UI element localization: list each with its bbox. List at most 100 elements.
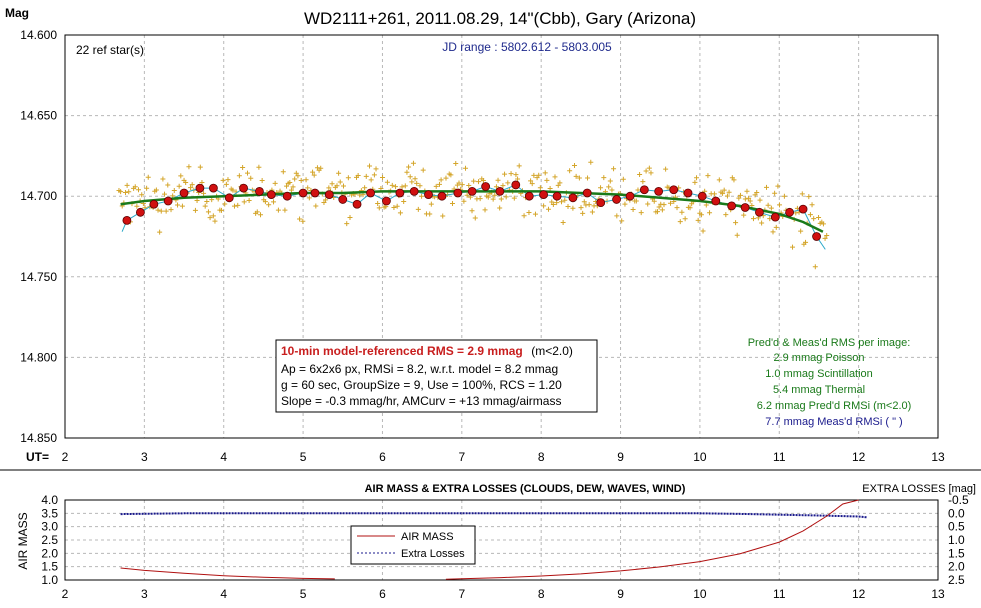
image-point bbox=[345, 175, 351, 181]
image-point bbox=[495, 177, 501, 183]
group-average-point bbox=[770, 212, 780, 222]
image-point bbox=[199, 179, 205, 185]
image-point bbox=[589, 209, 595, 215]
image-point bbox=[723, 212, 729, 218]
image-point bbox=[578, 205, 584, 211]
image-point bbox=[659, 207, 665, 213]
group-average-point bbox=[239, 183, 248, 193]
extra-losses-axis-label: EXTRA LOSSES [mag] bbox=[862, 483, 976, 495]
group-average-point bbox=[812, 232, 821, 241]
image-point bbox=[160, 176, 166, 182]
image-point bbox=[407, 174, 413, 180]
image-point bbox=[376, 205, 382, 211]
image-point bbox=[155, 207, 161, 213]
image-point bbox=[254, 209, 260, 215]
image-point bbox=[822, 235, 828, 241]
image-point bbox=[807, 212, 813, 218]
group-average-point bbox=[625, 191, 635, 201]
image-point bbox=[329, 181, 335, 187]
image-point bbox=[303, 177, 309, 183]
image-point bbox=[443, 175, 449, 181]
image-point bbox=[536, 172, 542, 178]
rms-summary-heading: Pred'd & Meas'd RMS per image: bbox=[748, 337, 911, 349]
image-point bbox=[648, 170, 654, 176]
image-point bbox=[334, 183, 340, 189]
x-tick-label: 3 bbox=[141, 450, 148, 464]
image-point bbox=[433, 183, 439, 189]
image-point bbox=[189, 182, 195, 188]
image-point bbox=[576, 175, 582, 181]
image-point bbox=[280, 169, 286, 175]
group-average-point bbox=[654, 186, 664, 196]
image-point bbox=[410, 160, 416, 166]
image-point bbox=[231, 203, 237, 209]
y-tick-label: 3.0 bbox=[41, 520, 58, 534]
image-point bbox=[176, 183, 182, 189]
image-point bbox=[305, 185, 311, 191]
group-average-point bbox=[612, 195, 621, 204]
image-point bbox=[313, 203, 319, 209]
image-point bbox=[427, 211, 433, 217]
image-point bbox=[567, 168, 573, 174]
image-point bbox=[772, 190, 778, 196]
image-point bbox=[248, 175, 254, 181]
group-average-point bbox=[179, 188, 189, 198]
image-point bbox=[687, 205, 693, 211]
image-point bbox=[544, 177, 550, 183]
image-point bbox=[178, 173, 184, 179]
x-tick-label: 12 bbox=[852, 450, 866, 464]
group-average-point bbox=[209, 183, 218, 193]
image-point bbox=[633, 198, 639, 204]
image-point bbox=[726, 189, 732, 195]
image-point bbox=[542, 170, 548, 176]
image-point bbox=[721, 187, 727, 193]
image-point bbox=[144, 185, 150, 191]
image-point bbox=[824, 233, 830, 239]
group-average-point bbox=[711, 196, 721, 206]
image-point bbox=[820, 221, 826, 227]
group-average-point bbox=[224, 193, 234, 203]
legend-extra-label: Extra Losses bbox=[401, 548, 465, 560]
info-headline-line: 10-min model-referenced RMS = 2.9 mmag (… bbox=[281, 342, 573, 359]
info-headline: 10-min model-referenced RMS = 2.9 mmag bbox=[281, 344, 523, 358]
group-average-point bbox=[639, 185, 649, 195]
bottom-gridlines bbox=[65, 500, 938, 580]
image-point bbox=[188, 185, 194, 191]
bottom-plot-frame bbox=[64, 499, 939, 581]
group-average-markers bbox=[122, 180, 821, 241]
image-point bbox=[694, 175, 700, 181]
image-point bbox=[471, 178, 477, 184]
image-point bbox=[453, 161, 459, 167]
x-tick-label: 7 bbox=[458, 450, 465, 464]
image-point bbox=[707, 210, 713, 216]
airmass-panel-title: AIR MASS & EXTRA LOSSES (CLOUDS, DEW, WA… bbox=[365, 483, 686, 495]
image-point bbox=[763, 184, 769, 190]
image-point bbox=[194, 197, 200, 203]
image-point bbox=[809, 202, 815, 208]
y-tick-label: 14.750 bbox=[20, 270, 57, 284]
x-tick-label: 10 bbox=[693, 450, 707, 464]
image-point bbox=[323, 197, 329, 203]
x-tick-label: 7 bbox=[458, 587, 465, 601]
y-tick-label: 2.5 bbox=[41, 533, 58, 547]
y-tick-label: 1.0 bbox=[41, 573, 58, 587]
image-point bbox=[436, 181, 442, 187]
image-point bbox=[635, 187, 641, 193]
info-line-groupsize: g = 60 sec, GroupSize = 9, Use = 100%, R… bbox=[281, 378, 562, 392]
group-average-point bbox=[310, 188, 320, 198]
group-average-point bbox=[481, 182, 491, 191]
image-point bbox=[402, 183, 408, 189]
image-point bbox=[380, 174, 386, 180]
image-point bbox=[204, 199, 210, 205]
x-tick-label: 8 bbox=[538, 587, 545, 601]
image-point bbox=[611, 166, 617, 172]
image-point bbox=[511, 195, 517, 201]
y-tick-label: 14.700 bbox=[20, 189, 57, 203]
image-point bbox=[585, 175, 591, 181]
image-point bbox=[703, 202, 709, 208]
image-point bbox=[570, 205, 576, 211]
image-point bbox=[118, 189, 124, 195]
image-point bbox=[145, 174, 151, 180]
image-point bbox=[347, 215, 353, 221]
bottom-right-y-ticks: -0.50.00.51.01.52.02.5 bbox=[948, 493, 969, 587]
